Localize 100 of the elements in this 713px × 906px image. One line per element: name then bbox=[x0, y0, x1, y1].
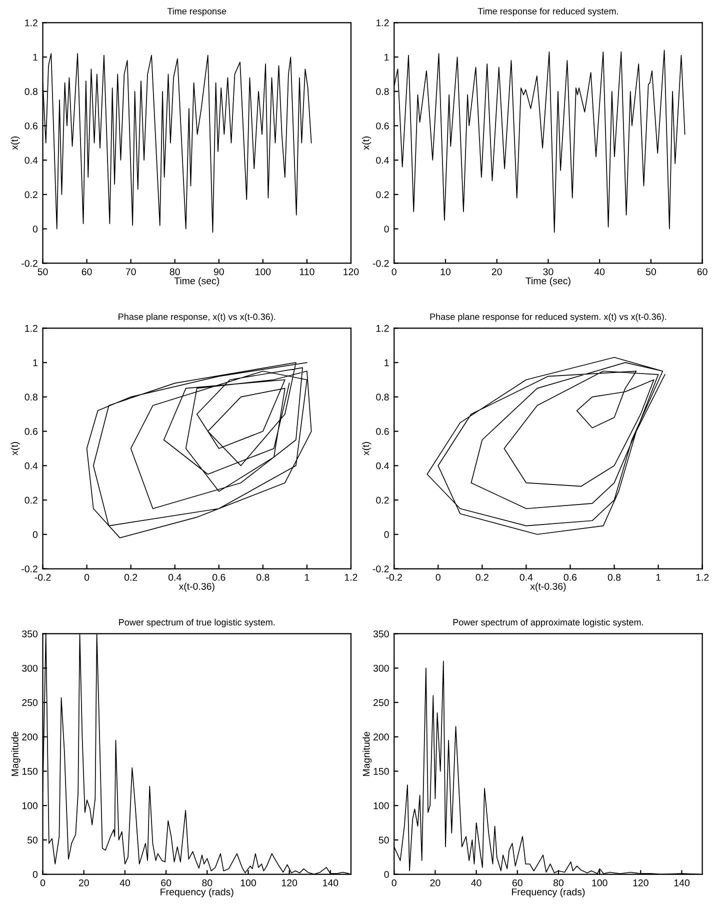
y-tick-label: 0.4 bbox=[24, 156, 38, 164]
x-tick-label: 120 bbox=[282, 879, 298, 886]
y-tick-label: 50 bbox=[27, 836, 38, 844]
x-tick-label: 0.6 bbox=[564, 574, 577, 581]
x-tick-label: 1.2 bbox=[696, 574, 709, 581]
x-tick-label: 40 bbox=[471, 879, 482, 886]
x-tick-label: 0.6 bbox=[212, 574, 226, 581]
y-tick-label: 0.8 bbox=[376, 394, 389, 401]
y-tick-label: 0.2 bbox=[376, 496, 389, 504]
y-tick-label: 150 bbox=[374, 768, 389, 775]
y-tick-label: 350 bbox=[373, 630, 389, 638]
x-tick-label: 0.4 bbox=[520, 574, 533, 581]
x-tick-label: 0 bbox=[84, 574, 90, 581]
x-tick-label: 1 bbox=[656, 574, 661, 581]
chart-title: Time response bbox=[167, 8, 226, 16]
y-tick-label: 0.4 bbox=[376, 462, 389, 470]
y-tick-label: 0.6 bbox=[376, 428, 389, 435]
y-tick-label: 0.8 bbox=[24, 394, 38, 401]
x-tick-label: 20 bbox=[430, 879, 440, 886]
line-series bbox=[86, 362, 312, 538]
y-tick-label: 0 bbox=[384, 531, 389, 538]
y-tick-label: 150 bbox=[22, 768, 38, 775]
x-tick-label: 100 bbox=[240, 879, 256, 886]
y-tick-label: 0 bbox=[384, 226, 389, 232]
y-tick-label: 200 bbox=[22, 734, 38, 740]
y-tick-label: 100 bbox=[374, 802, 389, 810]
x-tick-label: 1 bbox=[304, 574, 310, 581]
y-tick-label: 0.2 bbox=[24, 496, 38, 504]
y-axis-title: x(t) bbox=[362, 442, 372, 456]
y-tick-label: 1 bbox=[33, 54, 38, 61]
x-tick-label: 140 bbox=[674, 879, 690, 886]
y-tick-label: 200 bbox=[374, 734, 389, 740]
x-tick-label: 120 bbox=[344, 268, 359, 276]
x-tick-label: 0 bbox=[392, 268, 396, 276]
y-tick-label: 1 bbox=[384, 54, 389, 61]
chart-title: Phase plane response for reduced system. x(t) vs x(t-0.36). bbox=[430, 313, 666, 322]
y-tick-label: -0.2 bbox=[22, 260, 38, 267]
y-tick-label: 0 bbox=[32, 871, 38, 878]
x-tick-label: 0.4 bbox=[168, 574, 182, 581]
y-tick-label: 1.2 bbox=[25, 19, 38, 26]
y-tick-label: 300 bbox=[373, 664, 389, 672]
y-tick-label: 50 bbox=[378, 836, 389, 844]
x-tick-label: 10 bbox=[440, 268, 451, 276]
y-tick-label: 0.8 bbox=[24, 88, 38, 96]
y-tick-label: -0.2 bbox=[372, 260, 389, 267]
y-tick-label: 0.4 bbox=[376, 156, 389, 164]
line-series bbox=[426, 356, 666, 535]
y-tick-label: -0.2 bbox=[22, 565, 38, 572]
x-tick-label: 0 bbox=[392, 879, 396, 886]
y-tick-label: 0.6 bbox=[24, 122, 38, 130]
x-tick-label: 80 bbox=[170, 268, 180, 276]
x-tick-label: 0.8 bbox=[608, 574, 621, 581]
y-tick-label: 0 bbox=[32, 226, 38, 232]
y-axis-title: Magnitude bbox=[362, 732, 372, 776]
y-tick-label: 350 bbox=[22, 630, 38, 638]
x-tick-label: 60 bbox=[697, 268, 708, 276]
y-tick-label: 0.2 bbox=[376, 191, 389, 198]
y-axis-title: x(t) bbox=[10, 442, 20, 456]
x-tick-label: 0 bbox=[436, 574, 440, 581]
x-tick-label: 0.2 bbox=[476, 574, 488, 581]
x-axis-title: x(t-0.36) bbox=[178, 582, 214, 592]
y-tick-label: 1 bbox=[33, 359, 38, 366]
y-tick-label: 1.2 bbox=[25, 324, 38, 332]
x-tick-label: 40 bbox=[594, 268, 605, 276]
x-axis-title: Time (sec) bbox=[174, 277, 220, 286]
x-tick-label: 80 bbox=[202, 879, 212, 886]
x-tick-label: 0.2 bbox=[124, 574, 138, 581]
chart-title: Power spectrum of true logistic system. bbox=[119, 618, 275, 628]
x-tick-label: 90 bbox=[214, 268, 224, 276]
x-tick-label: 70 bbox=[126, 268, 136, 276]
y-tick-label: 0 bbox=[32, 531, 38, 538]
x-tick-label: 120 bbox=[633, 879, 648, 886]
x-tick-label: 40 bbox=[120, 879, 130, 886]
x-tick-label: 110 bbox=[300, 268, 314, 276]
chart-title: Phase plane response, x(t) vs x(t-0.36). bbox=[118, 313, 276, 322]
y-tick-label: 300 bbox=[22, 664, 38, 672]
x-tick-label: 20 bbox=[492, 268, 502, 276]
x-tick-label: 100 bbox=[592, 879, 608, 886]
chart-title: Power spectrum of approximate logistic system. bbox=[453, 618, 643, 628]
x-axis-title: x(t-0.36) bbox=[530, 582, 566, 592]
y-tick-label: 100 bbox=[22, 802, 38, 810]
x-tick-label: 60 bbox=[161, 879, 172, 886]
x-tick-label: 0 bbox=[40, 879, 46, 886]
y-axis-title: x(t) bbox=[362, 136, 372, 150]
x-axis-title: Time (sec) bbox=[526, 277, 570, 286]
y-tick-label: 1 bbox=[384, 359, 389, 366]
y-tick-label: 0 bbox=[384, 871, 389, 878]
x-tick-label: 60 bbox=[82, 268, 92, 276]
x-tick-label: 80 bbox=[554, 879, 564, 886]
y-axis-title: Magnitude bbox=[11, 732, 20, 776]
y-tick-label: 1.2 bbox=[376, 19, 389, 26]
y-tick-label: 250 bbox=[374, 699, 389, 706]
y-tick-label: 0.6 bbox=[376, 122, 389, 130]
y-tick-label: 250 bbox=[22, 699, 38, 706]
x-tick-label: 60 bbox=[512, 879, 522, 886]
x-tick-label: 50 bbox=[646, 268, 656, 276]
x-tick-label: 0.8 bbox=[256, 574, 270, 581]
x-tick-label: 20 bbox=[78, 879, 89, 886]
x-tick-label: 140 bbox=[323, 879, 338, 886]
y-tick-label: 1.2 bbox=[376, 324, 389, 332]
